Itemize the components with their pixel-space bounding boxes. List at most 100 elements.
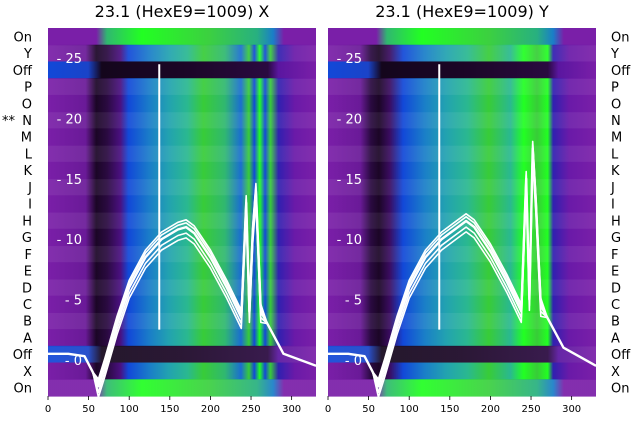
heatmap-row-j <box>48 178 316 196</box>
row-label-c: C <box>23 298 32 313</box>
x-axis: 0 50 100 150 200 250 300 <box>325 396 581 415</box>
overlay-trace-line <box>48 200 317 398</box>
overlay-y-tick-label: - 15 <box>337 173 362 188</box>
heatmap-row-n <box>48 111 316 129</box>
heatmap-row-b <box>328 312 596 330</box>
row-label-off: Off <box>611 348 631 363</box>
row-label-y: Y <box>23 47 32 62</box>
row-label-x: X <box>611 365 620 380</box>
row-label-on: On <box>14 30 32 45</box>
overlay-y-tick-label: - 5 <box>345 293 362 308</box>
overlay-y-tick-label: - 15 <box>57 173 82 188</box>
heatmap-row-c <box>48 295 316 313</box>
x-tick-label: 150 <box>160 404 179 415</box>
heatmap-row-y <box>328 44 596 63</box>
row-label-b: B <box>23 315 32 330</box>
heatmap-panel-x: - 0 - 5 - 10 - 15 - 20 - 25 0 50 100 150 200 250 300 <box>45 28 317 415</box>
heatmap-row-e <box>48 262 316 280</box>
row-label-off: Off <box>13 64 33 79</box>
heatmap-row-off <box>328 345 596 364</box>
right-chart-title: 23.1 (HexE9=1009) Y <box>375 2 549 21</box>
row-label-h: H <box>22 214 32 229</box>
heatmap-panel-y: - 0 - 5 - 10 - 15 - 20 - 25 0 50 100 150 200 250 300 <box>325 28 597 415</box>
overlay-y-tick-label: - 25 <box>57 52 82 67</box>
row-label-j: J <box>27 181 32 196</box>
x-tick-label: 200 <box>201 404 220 415</box>
row-label-o: O <box>22 97 32 112</box>
overlay-y-tick-label: - 25 <box>337 52 362 67</box>
x-tick-label: 50 <box>362 404 375 415</box>
x-tick-label: 100 <box>400 404 419 415</box>
row-label-k: K <box>611 164 620 179</box>
heatmap-row-k <box>328 161 596 180</box>
overlay-y-tick-label: - 20 <box>337 112 362 127</box>
x-tick-label: 150 <box>440 404 459 415</box>
row-label-b: B <box>611 315 620 330</box>
row-label-a: A <box>23 331 32 346</box>
heatmap-row-i <box>328 195 596 213</box>
row-label-n: N <box>22 114 32 129</box>
heatmap-row-x <box>48 362 316 380</box>
row-label-l: L <box>25 147 33 162</box>
overlay-y-tick-label: - 10 <box>57 233 82 248</box>
row-label-e: E <box>611 265 619 280</box>
x-tick-label: 0 <box>45 404 51 415</box>
heatmap-row-p <box>48 78 316 96</box>
overlay-trace-line <box>328 158 597 398</box>
row-label-f: F <box>25 248 32 263</box>
heatmap-row-f <box>48 245 316 263</box>
row-label-m: M <box>611 131 622 146</box>
overlay-y-tick-label: - 5 <box>65 293 82 308</box>
heatmap-row-y <box>48 44 316 63</box>
heatmap-row-c <box>328 295 596 313</box>
row-label-on: On <box>611 30 629 45</box>
heatmap-row-on <box>328 28 596 46</box>
x-tick-label: 0 <box>325 404 331 415</box>
heatmap-row-n <box>328 111 596 129</box>
row-label-o: O <box>611 97 621 112</box>
heatmap-row-e <box>328 262 596 280</box>
x-tick-label: 250 <box>241 404 260 415</box>
overlay-y-tick-label: - 20 <box>57 112 82 127</box>
row-label-n: N <box>611 114 621 129</box>
marked-rows: ** <box>2 114 16 129</box>
heatmap-row-i <box>48 195 316 213</box>
row-label-k: K <box>23 164 32 179</box>
heatmap-row-g <box>328 228 596 247</box>
heatmap-row-l <box>48 145 316 163</box>
heatmap-row-g <box>48 228 316 247</box>
row-label-p: P <box>611 81 619 96</box>
row-label-g: G <box>611 231 621 246</box>
heatmap-row-b <box>48 312 316 330</box>
heatmap-row-on <box>48 379 316 397</box>
row-label-m: M <box>21 131 32 146</box>
heatmap-row-m <box>328 128 596 146</box>
heatmap-row-on <box>48 28 316 46</box>
row-label-l: L <box>611 147 619 162</box>
heatmap-row-k <box>48 161 316 180</box>
heatmap-row-d <box>48 278 316 297</box>
overlay-y-tick-label: - 0 <box>65 354 82 369</box>
x-tick-label: 250 <box>521 404 540 415</box>
row-label-j: J <box>610 181 615 196</box>
row-label-c: C <box>611 298 620 313</box>
row-label-off: Off <box>611 64 631 79</box>
row-label-i: I <box>611 198 615 213</box>
x-tick-label: 300 <box>282 404 301 415</box>
x-tick-label: 200 <box>481 404 500 415</box>
row-marker: ** <box>2 114 16 129</box>
row-label-x: X <box>23 365 32 380</box>
heatmap-row-o <box>48 94 316 113</box>
heatmap-row-f <box>328 245 596 263</box>
row-label-d: D <box>22 281 32 296</box>
x-tick-label: 100 <box>120 404 139 415</box>
row-label-f: F <box>611 248 618 263</box>
heatmap-row-m <box>48 128 316 146</box>
row-label-d: D <box>611 281 621 296</box>
x-tick-label: 50 <box>82 404 95 415</box>
x-axis: 0 50 100 150 200 250 300 <box>45 396 301 415</box>
x-tick-label: 300 <box>562 404 581 415</box>
